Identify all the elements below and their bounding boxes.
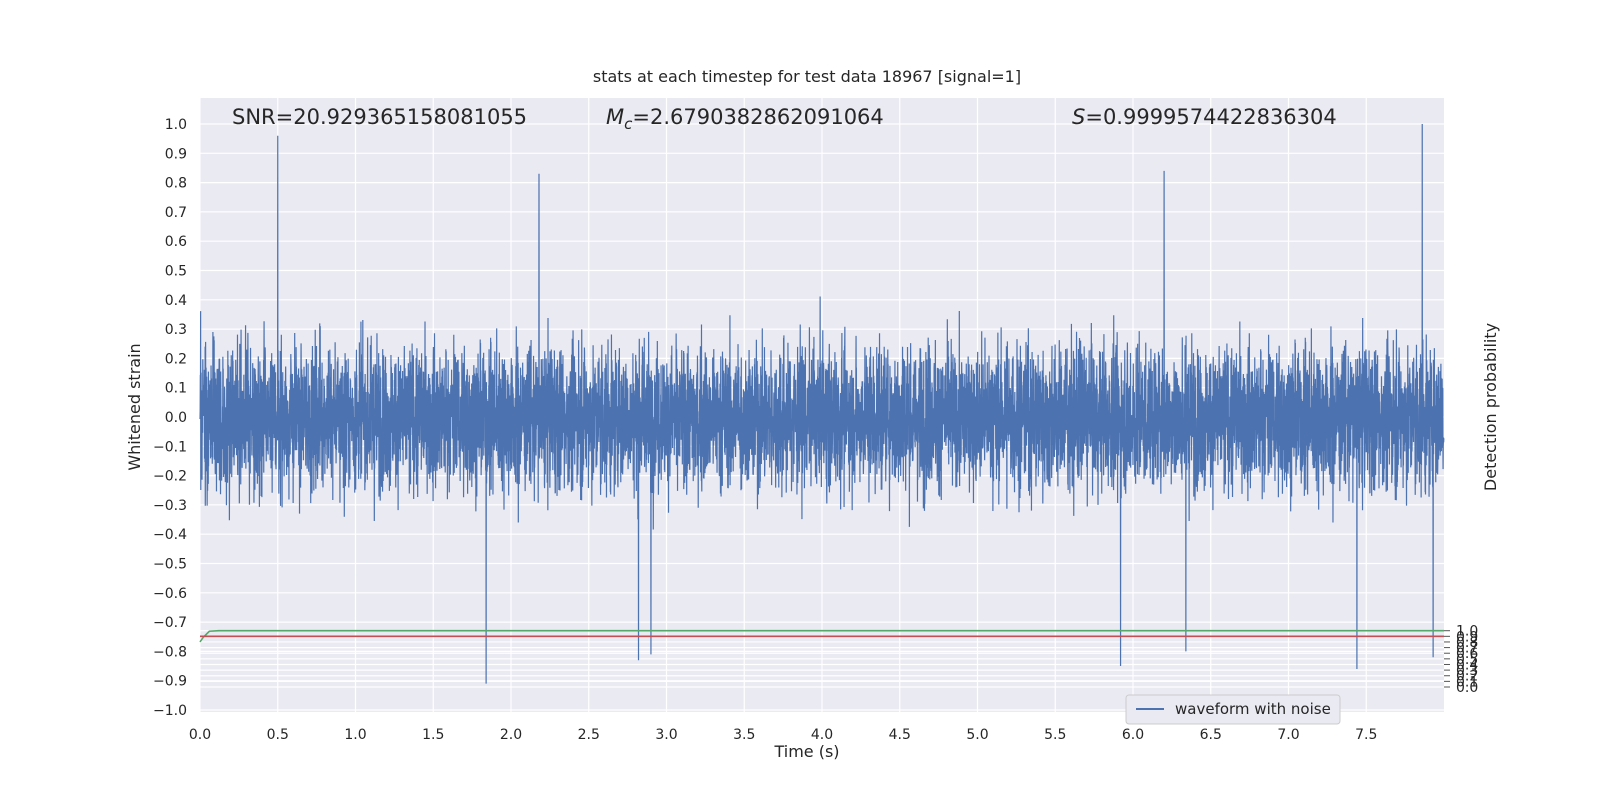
y2-tick-label: 1.0 <box>1456 624 1478 640</box>
x-tick-label: 1.0 <box>344 727 366 743</box>
waveform-line <box>199 123 1445 684</box>
x-tick-label: 1.5 <box>422 727 444 743</box>
x-tick-label: 3.0 <box>655 727 677 743</box>
x-axis-label: Time (s) <box>773 742 839 761</box>
mc-subscript: c <box>624 115 633 133</box>
x-tick-label: 6.5 <box>1200 727 1222 743</box>
y-tick-label: −0.4 <box>153 527 187 543</box>
x-tick-label: 5.5 <box>1044 727 1066 743</box>
y2-tick-label: 0.9 <box>1456 629 1478 645</box>
y-tick-label: −0.8 <box>153 644 187 660</box>
y-tick-label: 0.0 <box>165 410 187 426</box>
y-tick-label: 0.6 <box>165 234 187 250</box>
axis-ticks: 0.0 0.5 1.0 1.5 2.0 2.5 3.0 3.5 4.0 4.5 5.0 5.5 6.0 6… <box>153 117 1478 743</box>
y-tick-label: −0.2 <box>153 469 187 485</box>
x-tick-label: 0.5 <box>267 727 289 743</box>
x-tick-label: 0.0 <box>189 727 211 743</box>
y-tick-label: 0.2 <box>165 351 187 367</box>
x-tick-label: 3.5 <box>733 727 755 743</box>
x-tick-label: 6.0 <box>1122 727 1144 743</box>
y-axis-label: Whitened strain <box>125 343 144 470</box>
x-tick-label: 2.0 <box>500 727 522 743</box>
y-tick-label: 0.8 <box>165 176 187 192</box>
y2-tick-label: 0.3 <box>1456 663 1478 679</box>
y2-tick-label: 0.7 <box>1456 641 1478 657</box>
y-tick-label: 0.4 <box>165 293 187 309</box>
y-tick-label: −0.1 <box>153 439 187 455</box>
x-tick-label: 7.0 <box>1277 727 1299 743</box>
s-symbol: S <box>1072 105 1085 129</box>
y-tick-label: −0.5 <box>153 557 187 573</box>
mc-value: =2.6790382862091064 <box>632 105 883 129</box>
chart-title: stats at each timestep for test data 189… <box>593 67 1021 86</box>
y-tick-label: 1.0 <box>165 117 187 133</box>
y2-axis-label: Detection probability <box>1481 323 1500 491</box>
probability-series <box>199 629 1444 643</box>
significance-annotation: S=0.9999574422836304 <box>1072 105 1337 129</box>
y2-tick-label: 0.8 <box>1456 635 1478 651</box>
chirp-mass-annotation: Mc=2.6790382862091064 <box>606 105 884 133</box>
x-tick-label: 4.5 <box>889 727 911 743</box>
y-tick-label: −0.9 <box>153 674 187 690</box>
detection-probability-line <box>199 629 1444 643</box>
legend: waveform with noise <box>1125 694 1341 725</box>
y-tick-label: −1.0 <box>153 703 187 719</box>
y2-tick-label: 0.4 <box>1456 657 1478 673</box>
mc-symbol: M <box>606 105 624 129</box>
y2-tick-label: 0.6 <box>1456 646 1478 662</box>
s-value: =0.9999574422836304 <box>1085 105 1336 129</box>
y2-tick-label: 0.5 <box>1456 652 1478 668</box>
x-tick-label: 7.5 <box>1355 727 1377 743</box>
y-tick-label: 0.3 <box>165 322 187 338</box>
legend-label: waveform with noise <box>1175 700 1331 718</box>
x-tick-label: 2.5 <box>578 727 600 743</box>
y-tick-label: −0.3 <box>153 498 187 514</box>
waveform-series <box>199 123 1445 684</box>
y2-tick-label: 0.2 <box>1456 669 1478 685</box>
x-tick-label: 5.0 <box>966 727 988 743</box>
x-tick-label: 4.0 <box>811 727 833 743</box>
y-tick-label: 0.7 <box>165 205 187 221</box>
y-tick-label: 0.1 <box>165 381 187 397</box>
snr-annotation: SNR=20.929365158081055 <box>232 105 527 129</box>
legend-box <box>1125 694 1341 725</box>
y-tick-label: 0.5 <box>165 264 187 280</box>
y-tick-label: −0.6 <box>153 586 187 602</box>
y2-tick-label: 0.1 <box>1456 674 1478 690</box>
y-tick-label: −0.7 <box>153 615 187 631</box>
y-tick-label: 0.9 <box>165 146 187 162</box>
y2-tick-label: 0.0 <box>1456 680 1478 696</box>
